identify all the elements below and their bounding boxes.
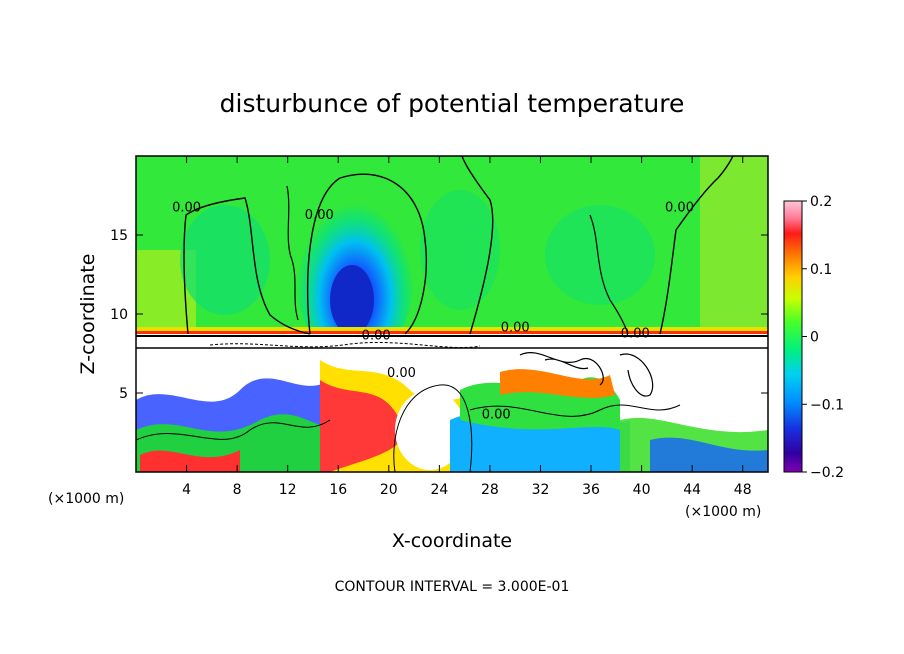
y-tick-label: 15 <box>110 228 128 244</box>
contour-labels: 0.00 0.00 0.00 0.00 0.00 0.00 0.00 0.00 <box>172 200 694 422</box>
contour-label: 0.00 <box>665 200 694 215</box>
x-tick-label: 44 <box>683 482 701 498</box>
contour-cluster-right <box>519 352 654 397</box>
contour-line-scribble-right <box>589 214 629 335</box>
colorbar-gradient <box>783 200 803 473</box>
field-lower-orange-swirl <box>500 369 615 398</box>
x-tick-label: 20 <box>380 482 398 498</box>
x-tick-label: 12 <box>279 482 297 498</box>
field-blue-plume-core <box>330 265 374 335</box>
colorbar-ticks: 0.2 0.1 0 −0.1 −0.2 <box>802 194 844 481</box>
colorbar: 0.2 0.1 0 −0.1 −0.2 <box>783 194 844 481</box>
x-tick-label: 24 <box>430 482 448 498</box>
field-lower-red-swirl-left <box>140 450 240 472</box>
field-lower-blue-patch-right <box>650 437 768 472</box>
y-axis-label: Z-coordinate <box>77 254 99 375</box>
field-lower-white-pocket <box>395 390 465 470</box>
x-tick-label: 4 <box>182 482 191 498</box>
contour-line-mid <box>461 156 494 335</box>
colorbar-tick-label: 0.2 <box>810 194 832 210</box>
contour-interval-note: CONTOUR INTERVAL = 3.000E-01 <box>335 579 570 595</box>
contour-label: 0.00 <box>387 366 416 381</box>
field-cyan-patch-left <box>180 205 270 315</box>
field-white-gap <box>136 334 768 350</box>
x-tick-label: 8 <box>233 482 242 498</box>
x-tick-label: 28 <box>481 482 499 498</box>
colorbar-tick-label: 0 <box>810 330 819 346</box>
z-unit-label: (×1000 m) <box>48 491 124 507</box>
contour-line-left <box>183 197 311 335</box>
y-axis: 5 10 15 <box>110 228 768 402</box>
x-unit-label: (×1000 m) <box>685 504 761 520</box>
heatmap-field: 0.00 0.00 0.00 0.00 0.00 0.00 0.00 0.00 <box>136 156 768 472</box>
contour-dashed-band <box>209 341 481 349</box>
x-tick-label: 48 <box>734 482 752 498</box>
contour-line-right <box>659 156 734 335</box>
x-tick-label: 32 <box>532 482 550 498</box>
x-tick-label: 16 <box>329 482 347 498</box>
contour-label: 0.00 <box>362 328 391 343</box>
chart-title: disturbunce of potential temperature <box>220 89 685 118</box>
contour-label: 0.00 <box>305 208 334 223</box>
field-lower-red-swirl-mid <box>320 380 404 472</box>
colorbar-tick-label: −0.2 <box>810 465 844 481</box>
field-lower-cyan-swirl <box>450 414 630 472</box>
contour-label: 0.00 <box>172 200 201 215</box>
contour-label: 0.00 <box>482 407 511 422</box>
x-axis: 4 8 12 16 20 24 28 32 36 40 44 48 <box>182 156 752 498</box>
field-upper-band-right <box>700 156 768 334</box>
colorbar-tick-label: −0.1 <box>810 397 844 413</box>
colorbar-tick-label: 0.1 <box>810 262 832 278</box>
contour-line-lower-right <box>469 404 681 417</box>
x-axis-label: X-coordinate <box>392 530 512 552</box>
field-red-band <box>136 331 768 334</box>
contour-line-lower-mid <box>393 384 473 472</box>
contour-label: 0.00 <box>501 320 530 335</box>
contour-line-plume <box>306 173 427 335</box>
contour-line-lower-left <box>136 419 331 441</box>
y-tick-label: 10 <box>110 307 128 323</box>
field-cyan-patch-right <box>545 205 655 305</box>
x-tick-label: 36 <box>582 482 600 498</box>
y-tick-label: 5 <box>119 386 128 402</box>
field-cyan-patch-mid <box>420 190 500 310</box>
x-tick-label: 40 <box>633 482 651 498</box>
field-yellow-band <box>136 327 768 331</box>
contour-label: 0.00 <box>621 327 650 342</box>
contour-line-scribble-left <box>286 185 299 321</box>
